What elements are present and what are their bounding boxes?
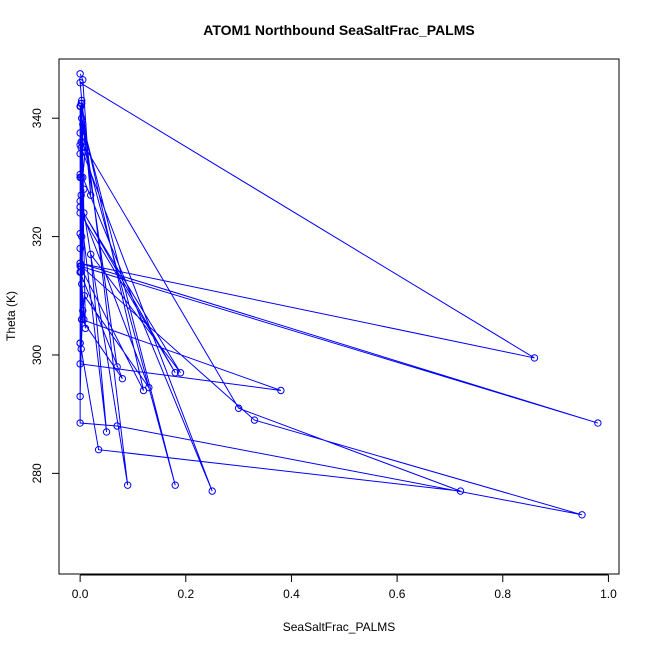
data-point: [78, 99, 86, 108]
data-point: [76, 360, 84, 368]
data-point: [145, 383, 153, 392]
data-point: [250, 416, 259, 424]
x-tick-label: 0.6: [389, 587, 406, 601]
data-point: [78, 96, 86, 105]
x-tick-label: 0.4: [283, 587, 300, 601]
data-point: [76, 170, 84, 179]
y-tick-label: 300: [30, 345, 44, 365]
data-point: [78, 315, 86, 324]
y-tick-label: 320: [30, 226, 44, 246]
x-axis: 0.0 0.2 0.4 0.6 0.8 1.0: [72, 574, 617, 601]
data-point: [77, 268, 85, 276]
data-point: [102, 428, 111, 436]
y-axis: 280 300 320 340: [30, 108, 60, 483]
data-point: [87, 191, 95, 199]
data-point: [76, 244, 84, 253]
data-point: [118, 374, 127, 383]
y-tick-label: 340: [30, 108, 44, 128]
data-point: [594, 419, 602, 427]
data-point: [76, 197, 84, 205]
x-axis-label: SeaSaltFrac_PALMS: [283, 620, 396, 634]
data-point: [76, 259, 84, 267]
y-tick-label: 280: [30, 463, 44, 483]
series-line: [79, 73, 599, 516]
data-point: [578, 511, 586, 519]
data-point: [80, 292, 89, 300]
data-point: [277, 386, 285, 395]
data-point: [80, 185, 88, 193]
data-point: [76, 419, 84, 427]
data-point: [76, 229, 84, 238]
x-tick-label: 1.0: [600, 587, 617, 601]
data-point: [171, 481, 179, 489]
data-point: [80, 315, 88, 324]
data-point: [76, 141, 84, 149]
data-point: [208, 487, 216, 495]
data-point: [123, 481, 132, 489]
data-point: [456, 487, 465, 495]
chart-title: ATOM1 Northbound SeaSaltFrac_PALMS: [203, 22, 474, 38]
data-point: [87, 250, 95, 259]
data-point: [79, 306, 87, 315]
data-point: [94, 445, 103, 454]
data-point: [81, 324, 90, 333]
x-tick-label: 0.2: [177, 587, 194, 601]
series-layer: [76, 70, 602, 519]
data-point: [171, 369, 179, 377]
data-point: [79, 120, 87, 128]
data-point: [76, 78, 84, 87]
data-point: [530, 354, 539, 362]
x-tick-label: 0.8: [494, 587, 511, 601]
data-point: [113, 422, 121, 430]
data-point: [76, 339, 84, 347]
data-point: [76, 173, 84, 182]
data-point: [78, 280, 86, 288]
y-axis-label: Theta (K): [4, 291, 18, 341]
data-point: [76, 70, 84, 78]
data-point: [176, 369, 185, 377]
data-point: [80, 209, 88, 217]
data-point: [76, 150, 84, 158]
data-point: [234, 404, 243, 412]
data-point: [76, 129, 84, 137]
x-tick-label: 0.0: [72, 587, 89, 601]
data-point: [76, 392, 84, 401]
data-point: [113, 363, 121, 371]
